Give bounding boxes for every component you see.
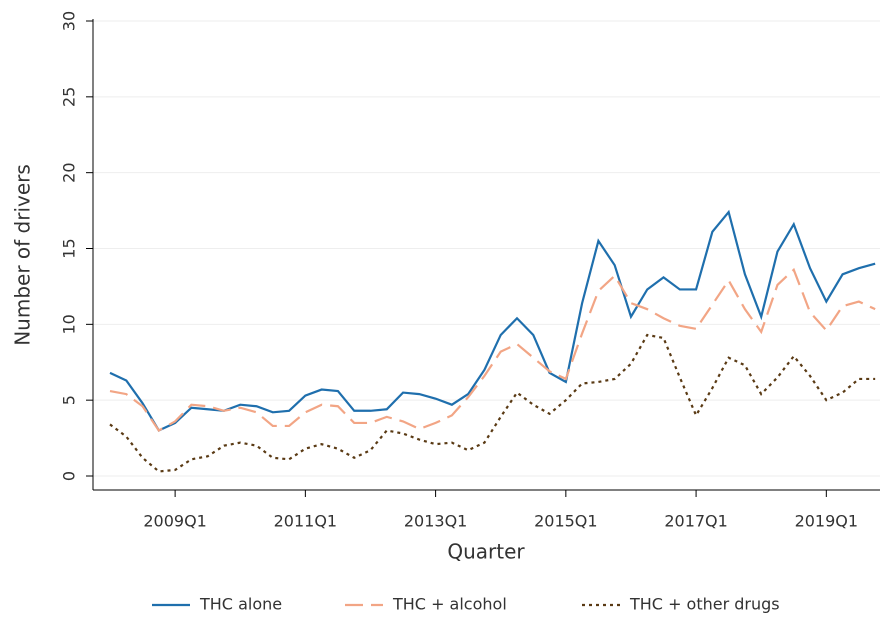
- x-tick-label: 2015Q1: [534, 512, 598, 531]
- y-tick-label: 5: [60, 395, 79, 405]
- line: [109, 267, 876, 432]
- x-tick-label: 2017Q1: [664, 512, 728, 531]
- y-tick-label: 25: [60, 87, 79, 107]
- y-tick-label: 30: [60, 11, 79, 31]
- y-tick-label: 20: [60, 162, 79, 182]
- line: [109, 333, 876, 473]
- y-axis-label: Number of drivers: [11, 164, 35, 346]
- x-axis-label: Quarter: [447, 540, 525, 564]
- y-tick-label: 15: [60, 238, 79, 258]
- x-tick-label: 2013Q1: [404, 512, 468, 531]
- y-tick-label: 0: [60, 471, 79, 481]
- y-tick-label: 10: [60, 314, 79, 334]
- x-tick-label: 2019Q1: [795, 512, 859, 531]
- legend-label: THC + other drugs: [629, 595, 780, 614]
- x-tick-label: 2009Q1: [143, 512, 207, 531]
- legend-label: THC alone: [199, 595, 282, 614]
- line: [109, 209, 876, 432]
- x-tick-label: 2011Q1: [274, 512, 338, 531]
- legend-label: THC + alcohol: [392, 595, 507, 614]
